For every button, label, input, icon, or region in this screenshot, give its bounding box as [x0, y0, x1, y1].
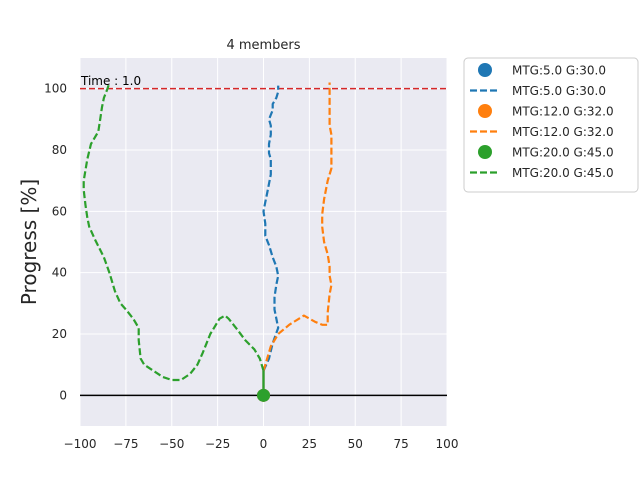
- legend-label: MTG:20.0 G:45.0: [512, 146, 614, 160]
- x-tick-label: 0: [260, 437, 268, 451]
- legend-item: MTG:5.0 G:30.0: [470, 84, 606, 98]
- time-annotation: Time : 1.0: [80, 74, 141, 88]
- x-tick-label: 75: [393, 437, 408, 451]
- legend-label: MTG:12.0 G:32.0: [512, 105, 614, 119]
- marker-layer: [257, 370, 270, 402]
- legend-item: MTG:12.0 G:32.0: [470, 125, 614, 139]
- legend-marker: [478, 104, 492, 118]
- grid: [79, 58, 448, 426]
- legend-label: MTG:5.0 G:30.0: [512, 64, 606, 78]
- legend-label: MTG:12.0 G:32.0: [512, 125, 614, 139]
- y-axis-label: Progress [%]: [17, 179, 41, 305]
- x-tick-label: −100: [64, 437, 97, 451]
- x-tick-label: −50: [159, 437, 184, 451]
- legend-label: MTG:5.0 G:30.0: [512, 84, 606, 98]
- y-tick-label: 100: [44, 82, 67, 96]
- chart-title: 4 members: [226, 38, 300, 53]
- series-line-1: [262, 85, 280, 372]
- x-axis-ticks: −100 −75 −50 −25 0 25 50 75 100: [64, 437, 459, 451]
- x-tick-label: −75: [113, 437, 138, 451]
- x-tick-label: 50: [348, 437, 363, 451]
- legend-item: MTG:20.0 G:45.0: [478, 145, 614, 160]
- legend-label: MTG:20.0 G:45.0: [512, 166, 614, 180]
- legend-marker: [478, 63, 492, 77]
- legend-item: MTG:20.0 G:45.0: [470, 166, 614, 180]
- legend: MTG:5.0 G:30.0 MTG:5.0 G:30.0 MTG:12.0 G:3…: [463, 57, 639, 193]
- series-line-2: [262, 82, 333, 372]
- series-layer: [82, 82, 333, 382]
- x-tick-label: 100: [436, 437, 459, 451]
- legend-marker: [478, 145, 492, 159]
- y-tick-label: 20: [52, 327, 67, 341]
- x-tick-label: −25: [205, 437, 230, 451]
- y-tick-label: 40: [52, 266, 67, 280]
- series-marker-3: [257, 388, 270, 402]
- x-tick-label: 25: [302, 437, 317, 451]
- y-tick-label: 0: [59, 388, 67, 402]
- legend-item: MTG:5.0 G:30.0: [478, 63, 606, 78]
- y-tick-label: 60: [52, 204, 67, 218]
- legend-item: MTG:12.0 G:32.0: [478, 104, 614, 119]
- y-tick-label: 80: [52, 143, 67, 157]
- y-axis-ticks: 0 20 40 60 80 100: [44, 82, 67, 403]
- legend-frame: [463, 57, 639, 193]
- series-line-3: [82, 82, 265, 382]
- legend-items: MTG:5.0 G:30.0 MTG:5.0 G:30.0 MTG:12.0 G:3…: [470, 63, 614, 180]
